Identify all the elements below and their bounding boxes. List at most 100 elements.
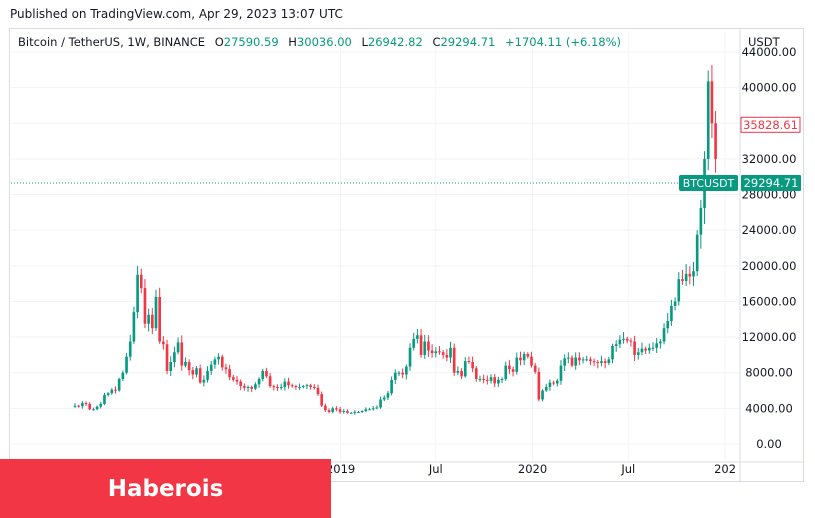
candle-body (544, 386, 548, 391)
candle-body (103, 395, 106, 404)
last-price-text: 29294.71 (744, 176, 799, 190)
candle-body (677, 279, 681, 302)
candle-body (246, 386, 250, 388)
candle-body (81, 403, 84, 407)
candle-body (662, 328, 666, 342)
candle-body (143, 288, 147, 324)
candle-body (500, 378, 504, 380)
candle-body (202, 379, 206, 383)
candle-body (625, 338, 629, 341)
candle-body (607, 359, 611, 363)
candle-body (139, 274, 143, 289)
candle-body (699, 207, 703, 235)
candle-body (265, 370, 268, 377)
candle-body (390, 379, 393, 394)
candle-body (445, 354, 449, 358)
candle-body (110, 389, 114, 394)
candle-body (184, 362, 187, 366)
candle-body (121, 372, 125, 379)
candle-body (195, 368, 198, 375)
candle-body (338, 409, 342, 412)
y-tick-label: 4000.00 (745, 401, 793, 415)
candle-body (478, 378, 482, 380)
candle-body (357, 411, 360, 413)
candle-body (217, 356, 220, 360)
candle-body (180, 342, 184, 366)
close-value: 29294.71 (440, 35, 496, 49)
chart-frame (9, 28, 804, 482)
y-tick-label: 44000.00 (742, 45, 797, 59)
y-tick-label: 0.00 (756, 437, 782, 451)
candle-body (342, 411, 346, 413)
candles (73, 65, 717, 415)
candle-body (368, 409, 371, 411)
candle-body (474, 368, 478, 379)
candle-body (441, 352, 445, 355)
candle-body (312, 386, 316, 388)
brand-text: Haberois (107, 475, 224, 502)
candle-body (276, 386, 279, 388)
candle-body (84, 403, 88, 405)
candle-body (416, 335, 419, 339)
candle-body (408, 347, 412, 367)
candle-body (305, 385, 309, 387)
candle-body (515, 357, 519, 372)
marker-tag (740, 116, 801, 133)
candle-body (261, 370, 265, 379)
candle-body (187, 362, 191, 371)
y-tick-label: 24000.00 (742, 223, 797, 237)
candle-body (250, 386, 254, 389)
candle-body (629, 340, 633, 342)
candle-body (522, 354, 526, 361)
candle-body (578, 357, 581, 361)
candle-body (382, 397, 386, 400)
change-value: +1704.11 (+6.18%) (505, 35, 621, 49)
candle-body (589, 359, 592, 362)
candle-body (486, 379, 489, 381)
candle-body (493, 377, 497, 384)
candle-body (530, 356, 533, 366)
published-caption: Published on TradingView.com, Apr 29, 20… (10, 7, 343, 21)
candle-body (128, 341, 132, 357)
candle-body (537, 371, 541, 400)
candle-body (309, 385, 312, 387)
open-value: 27590.59 (223, 35, 279, 49)
y-tick-label: 40000.00 (742, 81, 797, 95)
y-tick-label: 16000.00 (742, 294, 797, 308)
candle-body (364, 409, 368, 412)
x-tick-label: 2019 (326, 462, 355, 476)
candle-body (316, 387, 320, 395)
candle-body (224, 367, 228, 370)
open-label: O (214, 35, 224, 49)
candle-body (673, 301, 677, 306)
candle-body (555, 380, 559, 384)
candle-body (114, 389, 117, 391)
candle-body (423, 341, 427, 355)
candle-body (298, 386, 301, 388)
candle-body (681, 279, 684, 281)
candle-body (600, 361, 603, 363)
candle-body (497, 379, 500, 384)
candle-body (603, 361, 607, 363)
candle-body (563, 358, 566, 366)
y-tick-label: 28000.00 (742, 188, 797, 202)
candle-body (636, 352, 640, 355)
candle-body (567, 357, 570, 359)
candle-body (301, 386, 305, 388)
candle-body (463, 361, 467, 377)
low-value: 26942.82 (367, 35, 423, 49)
candle-body (279, 386, 283, 388)
candle-body (592, 361, 596, 363)
candle-body (670, 305, 673, 322)
candle-body (692, 271, 695, 277)
candle-body (239, 381, 242, 387)
candle-body (243, 386, 246, 388)
candle-body (386, 393, 390, 398)
candle-body (231, 377, 235, 380)
candle-body (335, 408, 338, 410)
candle-body (283, 381, 287, 387)
candle-body (452, 347, 456, 373)
high-label: H (288, 35, 297, 49)
close-label: C (432, 35, 441, 49)
